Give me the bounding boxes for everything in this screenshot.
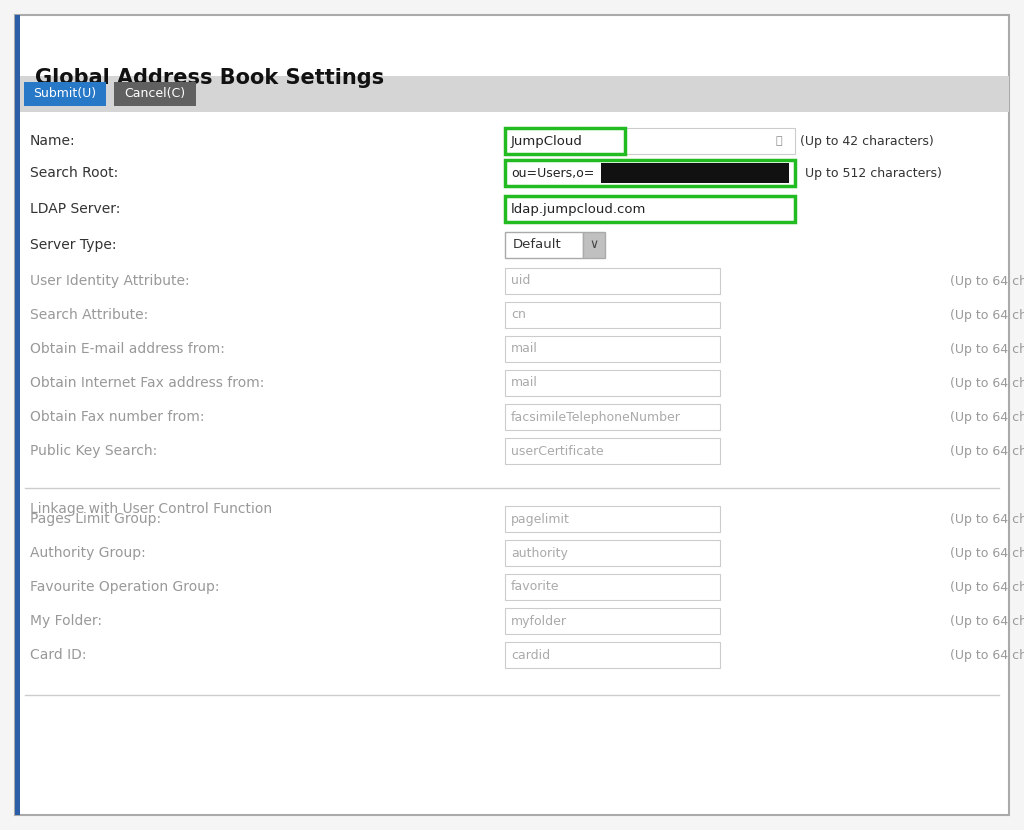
- FancyBboxPatch shape: [505, 128, 625, 154]
- Text: Name:: Name:: [30, 134, 76, 148]
- Text: Obtain Fax number from:: Obtain Fax number from:: [30, 410, 205, 424]
- Text: Search Attribute:: Search Attribute:: [30, 308, 148, 322]
- Text: Card ID:: Card ID:: [30, 648, 86, 662]
- Text: Favourite Operation Group:: Favourite Operation Group:: [30, 580, 219, 594]
- FancyBboxPatch shape: [505, 404, 720, 430]
- Text: (Up to 64 characters): (Up to 64 characters): [950, 580, 1024, 593]
- Text: cardid: cardid: [511, 648, 550, 662]
- Text: LDAP Server:: LDAP Server:: [30, 202, 121, 216]
- Text: cn: cn: [511, 309, 526, 321]
- Text: Default: Default: [513, 238, 562, 251]
- Text: Submit(U): Submit(U): [34, 87, 96, 100]
- Text: mail: mail: [511, 343, 538, 355]
- FancyBboxPatch shape: [114, 82, 196, 106]
- Text: mail: mail: [511, 377, 538, 389]
- Text: (Up to 64 characters): (Up to 64 characters): [950, 648, 1024, 662]
- Text: (Up to 64 characters): (Up to 64 characters): [950, 343, 1024, 355]
- FancyBboxPatch shape: [505, 370, 720, 396]
- Text: (Up to 42 characters): (Up to 42 characters): [800, 134, 934, 148]
- Text: (Up to 64 characters): (Up to 64 characters): [950, 614, 1024, 627]
- Text: facsimileTelephoneNumber: facsimileTelephoneNumber: [511, 411, 681, 423]
- FancyBboxPatch shape: [625, 128, 795, 154]
- Bar: [601, 163, 790, 183]
- Text: authority: authority: [511, 546, 568, 559]
- Text: My Folder:: My Folder:: [30, 614, 102, 628]
- FancyBboxPatch shape: [505, 302, 720, 328]
- FancyBboxPatch shape: [505, 196, 795, 222]
- Text: Global Address Book Settings: Global Address Book Settings: [35, 68, 384, 88]
- FancyBboxPatch shape: [505, 574, 720, 600]
- Text: (Up to 64 characters): (Up to 64 characters): [950, 512, 1024, 525]
- Text: (Up to 64 characters): (Up to 64 characters): [950, 275, 1024, 287]
- Text: Pages Limit Group:: Pages Limit Group:: [30, 512, 161, 526]
- Text: myfolder: myfolder: [511, 614, 567, 627]
- FancyBboxPatch shape: [505, 268, 720, 294]
- FancyBboxPatch shape: [505, 232, 583, 258]
- FancyBboxPatch shape: [505, 336, 720, 362]
- FancyBboxPatch shape: [505, 608, 720, 634]
- Text: favorite: favorite: [511, 580, 559, 593]
- FancyBboxPatch shape: [505, 438, 720, 464]
- Text: Linkage with User Control Function: Linkage with User Control Function: [30, 502, 272, 516]
- Text: Obtain E-mail address from:: Obtain E-mail address from:: [30, 342, 225, 356]
- FancyBboxPatch shape: [15, 15, 1009, 815]
- Text: User Identity Attribute:: User Identity Attribute:: [30, 274, 189, 288]
- Text: (Up to 64 characters): (Up to 64 characters): [950, 411, 1024, 423]
- Bar: [20, 76, 1009, 112]
- Text: Server Type:: Server Type:: [30, 238, 117, 252]
- Text: Up to 512 characters): Up to 512 characters): [805, 167, 942, 179]
- FancyBboxPatch shape: [505, 540, 720, 566]
- Text: (Up to 64 characters): (Up to 64 characters): [950, 445, 1024, 457]
- Text: Cancel(C): Cancel(C): [125, 87, 185, 100]
- Text: userCertificate: userCertificate: [511, 445, 603, 457]
- Bar: [15, 15, 20, 815]
- Text: (Up to 64 characters): (Up to 64 characters): [950, 546, 1024, 559]
- Text: Public Key Search:: Public Key Search:: [30, 444, 158, 458]
- Text: Obtain Internet Fax address from:: Obtain Internet Fax address from:: [30, 376, 264, 390]
- Text: Search Root:: Search Root:: [30, 166, 118, 180]
- FancyBboxPatch shape: [24, 82, 106, 106]
- FancyBboxPatch shape: [583, 232, 605, 258]
- Text: pagelimit: pagelimit: [511, 512, 570, 525]
- Text: ou=Users,o=: ou=Users,o=: [511, 167, 594, 179]
- Text: (Up to 64 characters): (Up to 64 characters): [950, 377, 1024, 389]
- Text: uid: uid: [511, 275, 530, 287]
- Text: ⎙: ⎙: [775, 136, 781, 146]
- Text: ldap.jumpcloud.com: ldap.jumpcloud.com: [511, 203, 646, 216]
- Text: JumpCloud: JumpCloud: [511, 134, 583, 148]
- Text: ∨: ∨: [590, 238, 599, 251]
- Text: (Up to 64 characters): (Up to 64 characters): [950, 309, 1024, 321]
- Text: Authority Group:: Authority Group:: [30, 546, 145, 560]
- FancyBboxPatch shape: [505, 506, 720, 532]
- FancyBboxPatch shape: [505, 160, 795, 186]
- FancyBboxPatch shape: [505, 642, 720, 668]
